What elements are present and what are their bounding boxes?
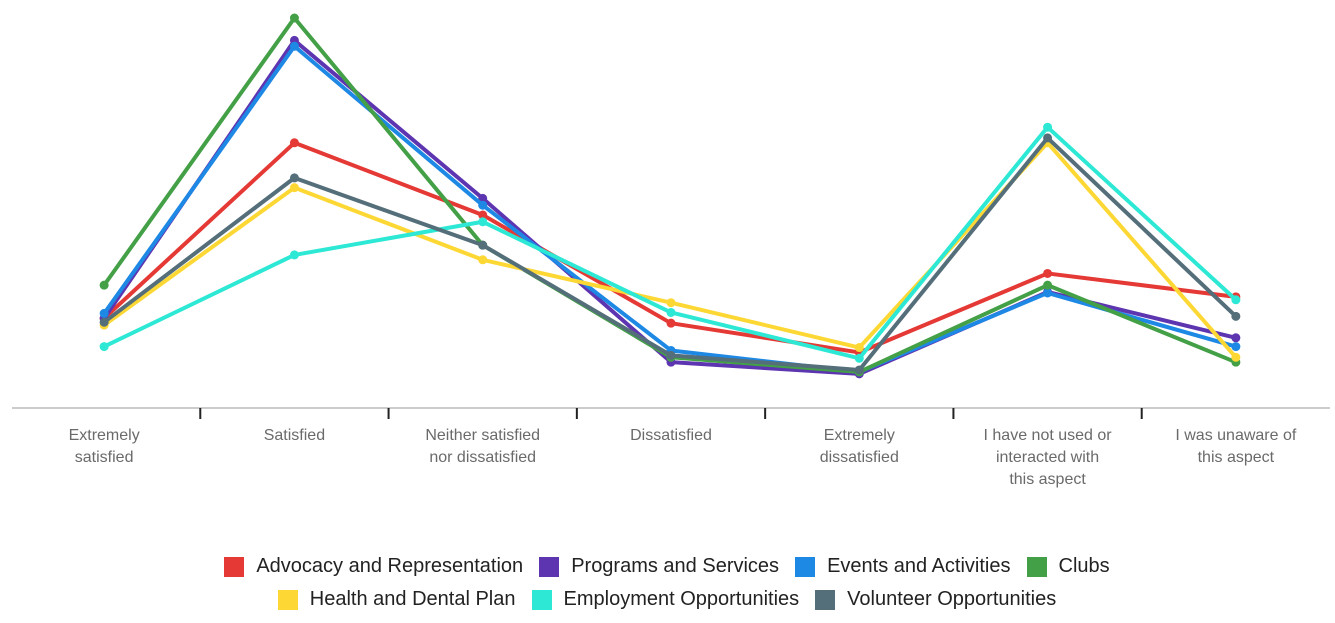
- point: [666, 350, 676, 360]
- legend-swatch: [795, 556, 816, 577]
- point: [289, 41, 299, 51]
- legend-item: Programs and Services: [539, 555, 779, 578]
- x-tick-label: Dissatisfied: [630, 427, 712, 444]
- point: [666, 318, 676, 328]
- point: [854, 343, 864, 353]
- point: [289, 250, 299, 260]
- point: [99, 308, 109, 318]
- point: [1231, 311, 1241, 321]
- point: [99, 317, 109, 327]
- legend: Advocacy and Representation Programs and …: [122, 555, 1212, 611]
- legend-swatch: [224, 556, 245, 577]
- series-line: [102, 135, 1238, 372]
- legend-item: Employment Opportunities: [531, 588, 800, 611]
- point: [1231, 342, 1241, 352]
- point: [478, 217, 488, 227]
- point: [478, 255, 488, 265]
- point: [478, 240, 488, 250]
- point: [1043, 268, 1053, 278]
- point: [289, 183, 299, 193]
- point: [478, 200, 488, 210]
- point: [1043, 280, 1053, 290]
- legend-swatch: [1026, 556, 1047, 577]
- legend-swatch: [277, 589, 298, 610]
- x-tick-label: I have not used or interacted with this …: [983, 427, 1112, 488]
- point: [666, 298, 676, 308]
- point: [289, 173, 299, 183]
- legend-swatch: [539, 556, 560, 577]
- legend-item: Advocacy and Representation: [224, 555, 523, 578]
- point: [1043, 133, 1053, 143]
- x-tick-label: Neither satisfied nor dissatisfied: [425, 427, 541, 466]
- legend-label: Employment Opportunities: [563, 588, 800, 610]
- point: [1043, 122, 1053, 132]
- legend-label: Clubs: [1058, 555, 1110, 577]
- point: [99, 280, 109, 290]
- legend-label: Volunteer Opportunities: [847, 588, 1057, 610]
- legend-item: Clubs: [1026, 555, 1110, 578]
- point: [478, 193, 488, 203]
- point: [854, 365, 864, 375]
- legend-item: Events and Activities: [795, 555, 1011, 578]
- x-tick-label: Extremely satisfied: [68, 427, 140, 466]
- point: [99, 342, 109, 352]
- legend-label: Health and Dental Plan: [309, 588, 516, 610]
- point: [289, 13, 299, 23]
- legend-label: Programs and Services: [571, 555, 780, 577]
- legend-item: Health and Dental Plan: [277, 588, 516, 611]
- legend-label: Events and Activities: [827, 555, 1011, 577]
- point: [1231, 352, 1241, 362]
- legend-swatch: [815, 589, 836, 610]
- point: [1231, 333, 1241, 343]
- point: [1231, 295, 1241, 305]
- chart: [12, 13, 1330, 419]
- point: [289, 138, 299, 148]
- point: [666, 307, 676, 317]
- point: [854, 353, 864, 363]
- point: [478, 210, 488, 220]
- x-tick-label: Extremely dissatisfied: [819, 427, 899, 466]
- legend-swatch: [531, 589, 552, 610]
- x-tick-label: Satisfied: [263, 427, 326, 444]
- legend-label: Advocacy and Representation: [256, 555, 524, 577]
- point: [1043, 288, 1053, 298]
- x-tick-label: I was unaware of this aspect: [1175, 427, 1297, 466]
- legend-item: Volunteer Opportunities: [815, 588, 1056, 611]
